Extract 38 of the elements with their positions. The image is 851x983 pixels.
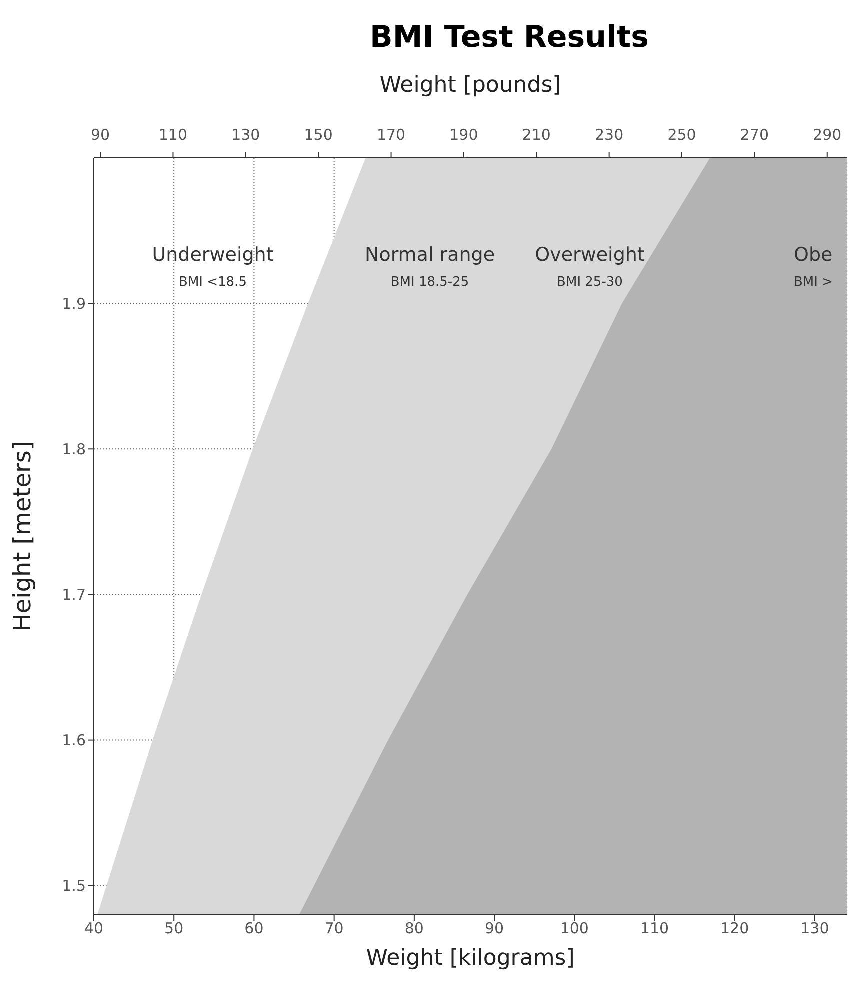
annotation: Obe bbox=[794, 244, 833, 266]
x-axis-title: Weight [kilograms] bbox=[366, 946, 575, 971]
x-tick-label: 100 bbox=[560, 920, 589, 938]
x-tick-label: 70 bbox=[324, 920, 344, 938]
y-tick-label: 1.9 bbox=[62, 294, 86, 313]
annotation: Underweight bbox=[152, 244, 274, 266]
x-tick-label: 90 bbox=[484, 920, 504, 938]
x-tick-label: 50 bbox=[164, 920, 184, 938]
x2-tick-label: 270 bbox=[740, 126, 770, 144]
x2-tick-label: 250 bbox=[668, 126, 696, 144]
x2-tick-label: 90 bbox=[90, 126, 110, 144]
y-tick-label: 1.8 bbox=[62, 440, 86, 458]
x-tick-label: 110 bbox=[640, 920, 670, 938]
y-axis-title: Height [meters] bbox=[8, 441, 37, 632]
y-tick-label: 1.5 bbox=[62, 877, 86, 896]
x-tick-label: 80 bbox=[404, 920, 424, 938]
chart-title: BMI Test Results bbox=[369, 19, 650, 57]
x2-tick-label: 130 bbox=[232, 126, 260, 144]
x2-tick-label: 230 bbox=[595, 126, 624, 144]
annotation: BMI 18.5-25 bbox=[390, 274, 470, 292]
annotation: BMI > bbox=[794, 274, 833, 292]
annotation: BMI 25-30 bbox=[557, 274, 623, 292]
x2-tick-label: 210 bbox=[522, 126, 551, 144]
x2-tick-label: 290 bbox=[813, 126, 842, 144]
x-tick-label: 40 bbox=[84, 920, 104, 938]
x2-tick-label: 170 bbox=[376, 126, 406, 144]
y-tick-label: 1.7 bbox=[62, 586, 86, 604]
annotation: BMI <18.5 bbox=[179, 274, 247, 292]
x-tick-label: 60 bbox=[244, 920, 264, 938]
x-tick-label: 130 bbox=[800, 920, 830, 938]
x2-axis-title: Weight [pounds] bbox=[380, 73, 562, 98]
x2-tick-label: 190 bbox=[450, 126, 478, 144]
y-tick-label: 1.6 bbox=[62, 732, 86, 750]
x2-tick-label: 110 bbox=[158, 126, 188, 144]
annotation: Normal range bbox=[364, 244, 496, 266]
x-tick-label: 120 bbox=[720, 920, 750, 938]
x2-tick-label: 150 bbox=[304, 126, 333, 144]
annotation: Overweight bbox=[535, 244, 645, 266]
